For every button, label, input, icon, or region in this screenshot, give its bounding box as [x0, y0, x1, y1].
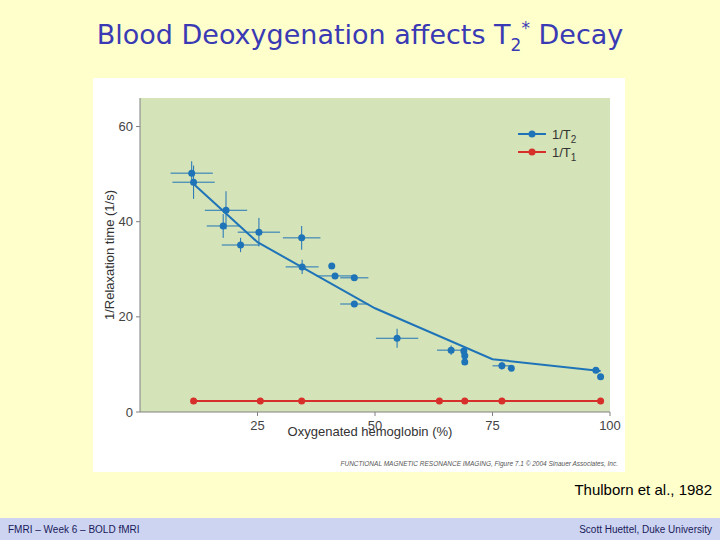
data-point [597, 398, 604, 405]
legend-label-main: 1/T [552, 145, 571, 160]
title-part: Decay [530, 19, 623, 50]
legend-label: 1/T2 [552, 127, 577, 145]
legend-marker [529, 131, 536, 138]
y-tick-label: 20 [119, 309, 133, 324]
data-point [332, 272, 339, 279]
series-line [194, 400, 601, 402]
legend-label-sub: 2 [571, 134, 577, 145]
figure-panel [93, 78, 625, 472]
y-tick [136, 412, 140, 413]
y-axis [140, 98, 141, 412]
data-point [190, 179, 197, 186]
legend-label: 1/T1 [552, 145, 577, 163]
data-point [298, 398, 305, 405]
data-point [299, 263, 306, 270]
data-point [461, 359, 468, 366]
slide-title: Blood Deoxygenation affects T2* Decay [97, 18, 624, 55]
x-tick-label: 75 [485, 418, 499, 433]
y-tick-label: 40 [119, 214, 133, 229]
y-tick-label: 0 [126, 405, 133, 420]
data-point [461, 352, 468, 359]
x-tick [257, 412, 258, 416]
legend-label-sub: 1 [571, 152, 577, 163]
legend: 1/T21/T1 [518, 127, 577, 163]
x-tick [492, 412, 493, 416]
legend-label-main: 1/T [552, 127, 571, 142]
data-point [223, 207, 230, 214]
citation: Thulborn et al., 1982 [574, 481, 712, 498]
slide-background [0, 0, 720, 540]
footer-right: Scott Huettel, Duke University [579, 524, 712, 535]
y-axis-label: 1/Relaxation time (1/s) [102, 190, 117, 320]
y-tick [136, 316, 140, 317]
footer-left: FMRI – Week 6 – BOLD fMRI [8, 524, 140, 535]
x-tick-label: 100 [599, 418, 621, 433]
y-tick [136, 126, 140, 127]
data-point [436, 398, 443, 405]
plot-marks [171, 161, 605, 404]
data-point [498, 398, 505, 405]
plot-area [140, 98, 610, 412]
title-part: 2 [511, 35, 522, 55]
data-point [220, 222, 227, 229]
x-tick [375, 412, 376, 416]
data-point [257, 398, 264, 405]
title-part: * [521, 18, 530, 38]
data-point [508, 365, 515, 372]
footer-bar [0, 518, 720, 540]
data-point [448, 347, 455, 354]
x-tick-label: 25 [250, 418, 264, 433]
data-point [351, 301, 358, 308]
x-tick [610, 412, 611, 416]
title-part: Blood Deoxygenation affects T [97, 19, 511, 50]
figure-credit: FUNCTIONAL MAGNETIC RESONANCE IMAGING, F… [340, 460, 618, 468]
data-point [237, 242, 244, 249]
data-point [461, 398, 468, 405]
slide: Blood Deoxygenation affects T2* Decay020… [0, 0, 720, 540]
data-point [190, 398, 197, 405]
data-point [592, 367, 599, 374]
data-point [328, 262, 335, 269]
data-point [255, 229, 262, 236]
data-point [351, 274, 358, 281]
y-tick-label: 60 [119, 119, 133, 134]
data-point [298, 234, 305, 241]
y-tick [136, 221, 140, 222]
data-point [597, 373, 604, 380]
data-point [188, 170, 195, 177]
data-point [498, 362, 505, 369]
legend-marker [529, 149, 536, 156]
x-axis-label: Oxygenated hemoglobin (%) [288, 424, 453, 439]
series-line [192, 182, 601, 371]
data-point [394, 335, 401, 342]
